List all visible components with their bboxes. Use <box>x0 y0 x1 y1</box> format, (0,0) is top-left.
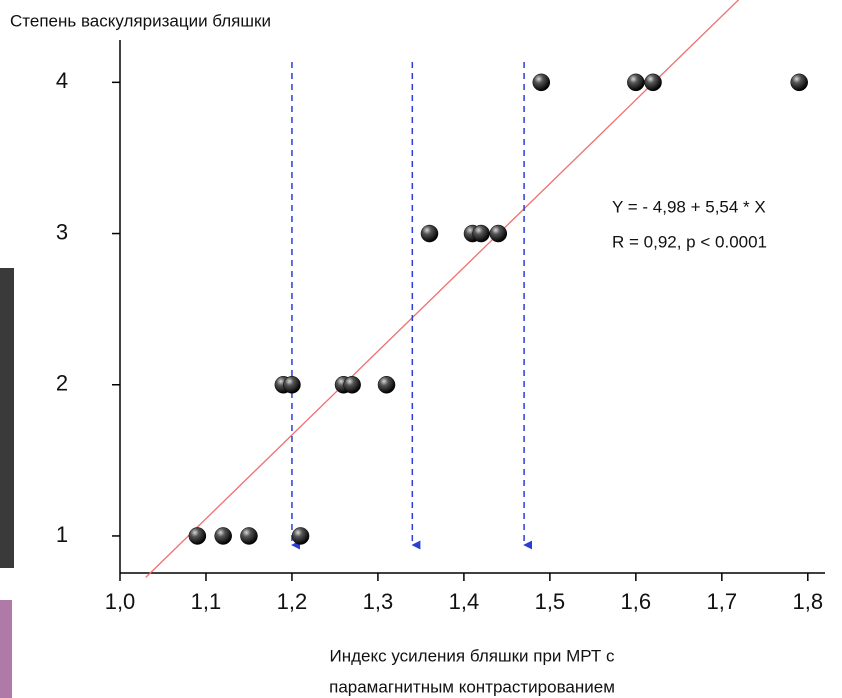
x-tick-label: 1,8 <box>793 589 824 614</box>
y-tick-label: 1 <box>56 522 68 547</box>
point <box>240 527 257 544</box>
x-tick-label: 1,4 <box>449 589 480 614</box>
page: {"chart_data": { "type": "scatter", "tit… <box>0 0 842 698</box>
point <box>627 74 644 91</box>
photo-fragment <box>0 600 12 698</box>
x-tick-label: 1,1 <box>191 589 222 614</box>
photo-fragment <box>0 268 14 568</box>
annotation: Y = - 4,98 + 5,54 * X <box>612 197 766 216</box>
chart-title: Степень васкуляризации бляшки <box>10 11 271 30</box>
point <box>421 225 438 242</box>
y-tick-label: 3 <box>56 219 68 244</box>
y-tick-label: 4 <box>56 68 68 93</box>
point <box>533 74 550 91</box>
point <box>791 74 808 91</box>
annotation: R = 0,92, p < 0.0001 <box>612 232 767 251</box>
x-axis-label: парамагнитным контрастированием <box>329 677 615 696</box>
x-tick-label: 1,5 <box>535 589 566 614</box>
point <box>283 376 300 393</box>
x-tick-label: 1,2 <box>277 589 308 614</box>
x-tick-label: 1,3 <box>363 589 394 614</box>
x-tick-label: 1,7 <box>707 589 738 614</box>
regression-line <box>146 0 825 577</box>
point <box>490 225 507 242</box>
x-tick-label: 1,6 <box>621 589 652 614</box>
y-tick-label: 2 <box>56 371 68 396</box>
x-axis-label: Индекс усиления бляшки при МРТ с <box>330 646 615 665</box>
x-tick-label: 1,0 <box>105 589 136 614</box>
point <box>344 376 361 393</box>
point <box>215 527 232 544</box>
point <box>189 527 206 544</box>
point <box>473 225 490 242</box>
point <box>378 376 395 393</box>
chart: Степень васкуляризации бляшки Индекс уси… <box>0 0 842 698</box>
point <box>292 527 309 544</box>
point <box>645 74 662 91</box>
